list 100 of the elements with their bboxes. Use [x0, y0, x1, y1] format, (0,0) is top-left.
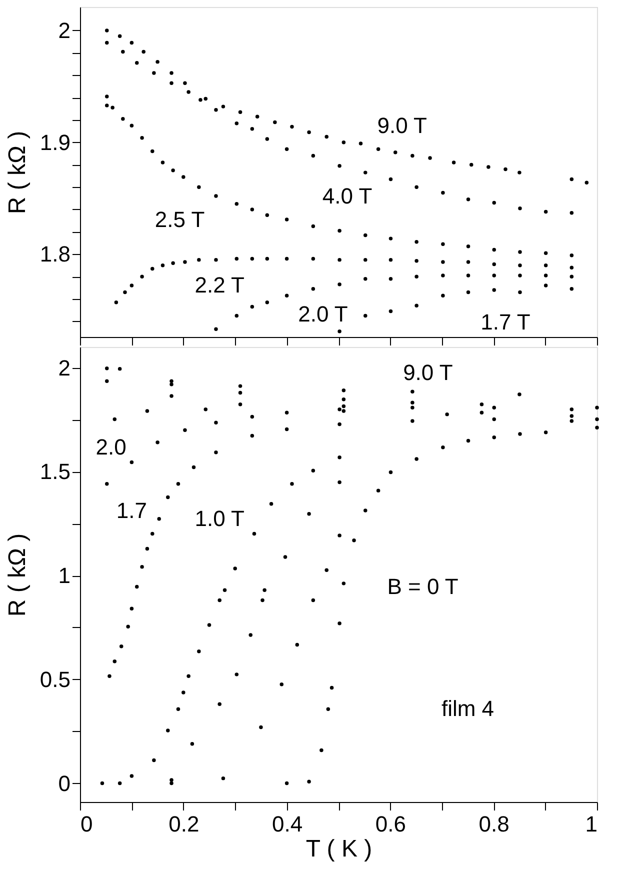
- annotation: 9.0 T: [377, 112, 427, 138]
- point: [214, 194, 218, 198]
- point: [121, 116, 125, 121]
- point: [290, 482, 294, 486]
- point: [160, 264, 165, 268]
- point: [338, 282, 342, 286]
- point: [123, 290, 127, 294]
- point: [518, 290, 522, 294]
- point: [441, 294, 445, 298]
- point: [265, 137, 270, 141]
- point: [492, 417, 496, 422]
- point: [100, 781, 104, 786]
- x-tick-label: 1: [585, 812, 598, 836]
- point: [544, 284, 548, 288]
- point: [410, 390, 414, 394]
- point: [119, 644, 124, 648]
- point: [492, 200, 496, 205]
- point: [105, 28, 109, 32]
- point: [364, 508, 368, 512]
- point: [570, 177, 574, 182]
- point: [252, 532, 256, 536]
- point: [182, 175, 186, 179]
- point: [342, 404, 346, 408]
- point: [166, 495, 170, 500]
- point: [284, 294, 289, 298]
- point: [570, 266, 574, 270]
- point: [466, 438, 470, 443]
- point: [492, 248, 496, 252]
- point: [222, 588, 227, 592]
- annotation: 1.7 T: [480, 309, 530, 334]
- point: [595, 426, 599, 430]
- annotation: 1.7: [116, 498, 147, 523]
- point: [364, 170, 368, 174]
- point: [192, 465, 196, 470]
- point: [388, 258, 393, 262]
- point: [105, 482, 109, 486]
- point: [182, 690, 186, 694]
- point: [342, 397, 346, 402]
- annotation: 2.0: [96, 434, 126, 460]
- point: [262, 588, 266, 592]
- point: [307, 130, 311, 134]
- point: [338, 228, 342, 233]
- point: [234, 202, 239, 206]
- point: [295, 642, 300, 647]
- point: [150, 532, 154, 536]
- point: [183, 260, 187, 264]
- point: [338, 534, 342, 538]
- point: [284, 427, 289, 432]
- point: [105, 366, 109, 370]
- point: [284, 218, 289, 222]
- point: [284, 781, 289, 786]
- point: [265, 256, 270, 261]
- point: [342, 409, 346, 413]
- point: [145, 546, 150, 551]
- point: [338, 621, 342, 626]
- annotation: 4.0 T: [322, 183, 372, 208]
- point: [518, 206, 522, 210]
- point: [280, 682, 284, 686]
- point: [273, 120, 277, 124]
- point: [283, 555, 288, 559]
- point: [466, 244, 470, 248]
- point: [570, 287, 574, 291]
- point: [135, 61, 139, 65]
- point: [259, 725, 263, 730]
- point: [364, 233, 368, 238]
- point: [142, 50, 146, 54]
- annotation: 9.0 T: [403, 360, 453, 385]
- annotation: 2.2 T: [194, 272, 244, 298]
- point: [197, 258, 201, 262]
- point: [414, 185, 418, 189]
- point: [214, 327, 218, 332]
- point: [156, 440, 160, 444]
- point: [112, 417, 117, 422]
- point: [518, 170, 522, 174]
- point: [130, 606, 134, 610]
- point: [330, 686, 334, 690]
- point: [358, 142, 363, 146]
- point: [221, 104, 226, 108]
- point: [135, 584, 139, 589]
- point: [105, 379, 109, 383]
- point: [234, 314, 239, 318]
- point: [130, 124, 134, 128]
- point: [544, 430, 548, 434]
- point: [238, 390, 242, 395]
- point: [445, 412, 449, 416]
- point: [114, 300, 118, 304]
- point: [441, 445, 445, 450]
- annotation: B = 0 T: [387, 574, 458, 599]
- point: [504, 167, 508, 172]
- point: [170, 781, 174, 786]
- point: [307, 780, 311, 784]
- point: [250, 434, 254, 438]
- point: [388, 470, 393, 474]
- point: [311, 598, 316, 602]
- point: [221, 776, 226, 780]
- point: [492, 288, 496, 292]
- point: [170, 81, 174, 85]
- point: [394, 150, 398, 154]
- y-axis-title: R ( kΩ ): [4, 533, 31, 617]
- point: [376, 147, 380, 151]
